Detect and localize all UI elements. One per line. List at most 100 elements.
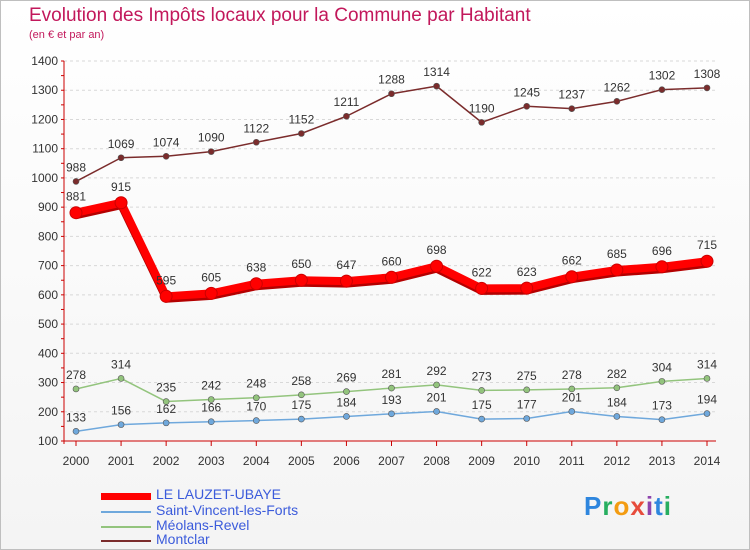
data-point	[430, 259, 444, 273]
data-point	[72, 385, 80, 393]
data-label: 133	[66, 410, 86, 424]
data-point	[298, 130, 305, 137]
data-point	[523, 415, 531, 422]
y-tick-label: 600	[38, 288, 58, 302]
data-label: 282	[607, 367, 627, 381]
data-label: 647	[336, 258, 356, 272]
logo-letter: o	[613, 491, 631, 521]
data-point	[343, 413, 350, 420]
data-label: 915	[111, 180, 131, 194]
data-point	[388, 384, 395, 392]
logo-letter: i	[663, 491, 672, 521]
x-tick-label: 2000	[63, 454, 90, 468]
legend-swatch-saint-vincent-les-forts	[101, 511, 151, 513]
data-point	[520, 281, 534, 295]
data-label: 258	[291, 374, 311, 388]
data-label: 201	[562, 390, 582, 404]
x-tick-label: 2004	[243, 454, 270, 468]
data-label: 162	[156, 402, 176, 416]
y-tick-label: 700	[38, 259, 58, 273]
data-point	[252, 417, 260, 424]
data-point	[658, 86, 666, 93]
data-label: 1069	[108, 137, 135, 151]
chart-subtitle: (en € et par an)	[29, 29, 105, 41]
data-point	[703, 375, 711, 382]
y-tick-label: 1100	[32, 142, 58, 156]
data-point	[568, 408, 576, 415]
data-point	[117, 375, 125, 382]
x-tick-label: 2008	[423, 454, 450, 468]
x-tick-label: 2001	[108, 454, 135, 468]
y-tick-label: 500	[38, 317, 58, 331]
data-point	[162, 419, 170, 427]
data-label: 662	[562, 254, 582, 268]
data-label: 156	[111, 404, 131, 418]
data-label: 1302	[649, 69, 676, 83]
y-tick-label: 400	[38, 346, 58, 360]
data-point	[385, 270, 398, 284]
legend-swatch-montclar	[101, 540, 151, 542]
data-label: 170	[246, 400, 266, 414]
data-label: 166	[201, 401, 221, 415]
data-label: 193	[381, 393, 401, 407]
x-tick-label: 2006	[333, 454, 360, 468]
data-point	[298, 415, 305, 423]
legend-label-saint-vincent-les-forts: Saint-Vincent-les-Forts	[156, 502, 299, 518]
x-tick-label: 2007	[378, 454, 405, 468]
data-point	[162, 152, 170, 160]
x-tick-label: 2014	[694, 454, 721, 468]
data-point	[117, 421, 125, 428]
series-line-3	[75, 85, 708, 183]
data-label: 696	[652, 244, 672, 258]
data-point	[658, 378, 666, 385]
data-point	[565, 270, 579, 284]
legend-item-meolans-revel: Méolans-Revel	[101, 517, 361, 535]
y-tick-label: 1200	[31, 112, 58, 126]
y-tick-label: 800	[38, 229, 58, 243]
data-point	[298, 391, 305, 399]
y-tick-label: 200	[38, 405, 58, 419]
data-label: 1288	[378, 73, 405, 87]
data-label: 278	[562, 368, 582, 382]
data-point	[523, 103, 531, 110]
x-tick-label: 2005	[288, 454, 315, 468]
y-tick-label: 1000	[31, 171, 58, 185]
x-tick-label: 2012	[604, 454, 631, 468]
data-point	[159, 289, 173, 303]
data-label: 1211	[334, 95, 360, 109]
data-point	[610, 263, 624, 277]
x-tick-label: 2013	[649, 454, 676, 468]
data-point	[613, 384, 621, 392]
data-label: 988	[66, 160, 86, 174]
data-point	[388, 90, 395, 98]
data-point	[207, 148, 215, 155]
data-label: 175	[291, 398, 311, 412]
data-label: 242	[201, 378, 221, 392]
chart-title: Evolution des Impôts locaux pour la Comm…	[29, 5, 531, 26]
data-point	[433, 82, 440, 90]
data-label: 314	[697, 357, 717, 371]
data-label: 685	[607, 247, 627, 261]
data-point	[523, 386, 531, 394]
data-label: 1237	[558, 88, 585, 102]
data-point	[478, 387, 485, 394]
x-tick-label: 2009	[468, 454, 495, 468]
data-label: 292	[427, 364, 447, 378]
data-point	[252, 138, 260, 146]
data-label: 273	[472, 369, 492, 383]
x-tick-label: 2003	[198, 454, 225, 468]
logo-letter: x	[630, 491, 646, 521]
data-point	[72, 428, 80, 435]
legend-label-le-lauzet-ubaye: LE LAUZET-UBAYE	[156, 486, 282, 502]
data-point	[343, 112, 350, 120]
data-point	[613, 413, 621, 420]
data-label: 638	[246, 261, 266, 275]
data-label: 595	[156, 273, 176, 287]
data-point	[613, 98, 621, 105]
data-label: 304	[652, 360, 672, 374]
legend-swatch-le-lauzet-ubaye	[101, 493, 151, 500]
data-label: 269	[336, 371, 356, 385]
data-point	[117, 154, 125, 162]
